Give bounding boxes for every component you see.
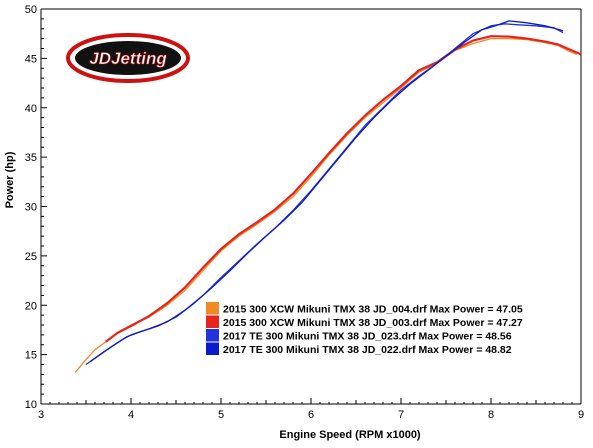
logo-text: JDJetting bbox=[89, 49, 167, 68]
legend-background bbox=[203, 299, 568, 359]
y-tick-label: 30 bbox=[25, 202, 37, 214]
x-tick-label: 6 bbox=[308, 409, 314, 421]
jdjetting-logo: JDJetting bbox=[66, 33, 190, 83]
y-axis-title: Power (hp) bbox=[4, 151, 16, 208]
x-tick-label: 4 bbox=[128, 409, 134, 421]
x-tick-label: 8 bbox=[488, 409, 494, 421]
y-tick-label: 50 bbox=[25, 4, 37, 16]
series-line-4 bbox=[90, 20, 564, 363]
x-axis-title: Engine Speed (RPM x1000) bbox=[279, 429, 421, 441]
x-tick-label: 9 bbox=[578, 409, 584, 421]
x-tick-label: 5 bbox=[218, 409, 224, 421]
legend-label-4: 2017 TE 300 Mikuni TMX 38 JD_022.drf Max… bbox=[223, 344, 512, 356]
x-tick-label: 7 bbox=[398, 409, 404, 421]
x-tick-label: 3 bbox=[38, 409, 44, 421]
series-line-2 bbox=[105, 35, 582, 343]
y-tick-label: 25 bbox=[25, 251, 37, 263]
legend-swatch-1 bbox=[206, 302, 219, 315]
y-tick-label: 40 bbox=[25, 103, 37, 115]
y-tick-label: 20 bbox=[25, 300, 37, 312]
legend-label-2: 2015 300 XCW Mikuni TMX 38 JD_003.drf Ma… bbox=[223, 317, 523, 329]
series-layer bbox=[74, 20, 582, 373]
legend: 2015 300 XCW Mikuni TMX 38 JD_004.drf Ma… bbox=[203, 299, 568, 359]
y-tick-label: 45 bbox=[25, 53, 37, 65]
y-tick-label: 10 bbox=[25, 399, 37, 411]
y-tick-label: 35 bbox=[25, 152, 37, 164]
legend-label-3: 2017 TE 300 Mikuni TMX 38 JD_023.drf Max… bbox=[223, 331, 512, 343]
legend-swatch-2 bbox=[206, 315, 219, 328]
y-tick-label: 15 bbox=[25, 350, 37, 362]
legend-label-1: 2015 300 XCW Mikuni TMX 38 JD_004.drf Ma… bbox=[223, 304, 523, 316]
legend-swatch-3 bbox=[206, 329, 219, 342]
legend-swatch-4 bbox=[206, 342, 219, 355]
